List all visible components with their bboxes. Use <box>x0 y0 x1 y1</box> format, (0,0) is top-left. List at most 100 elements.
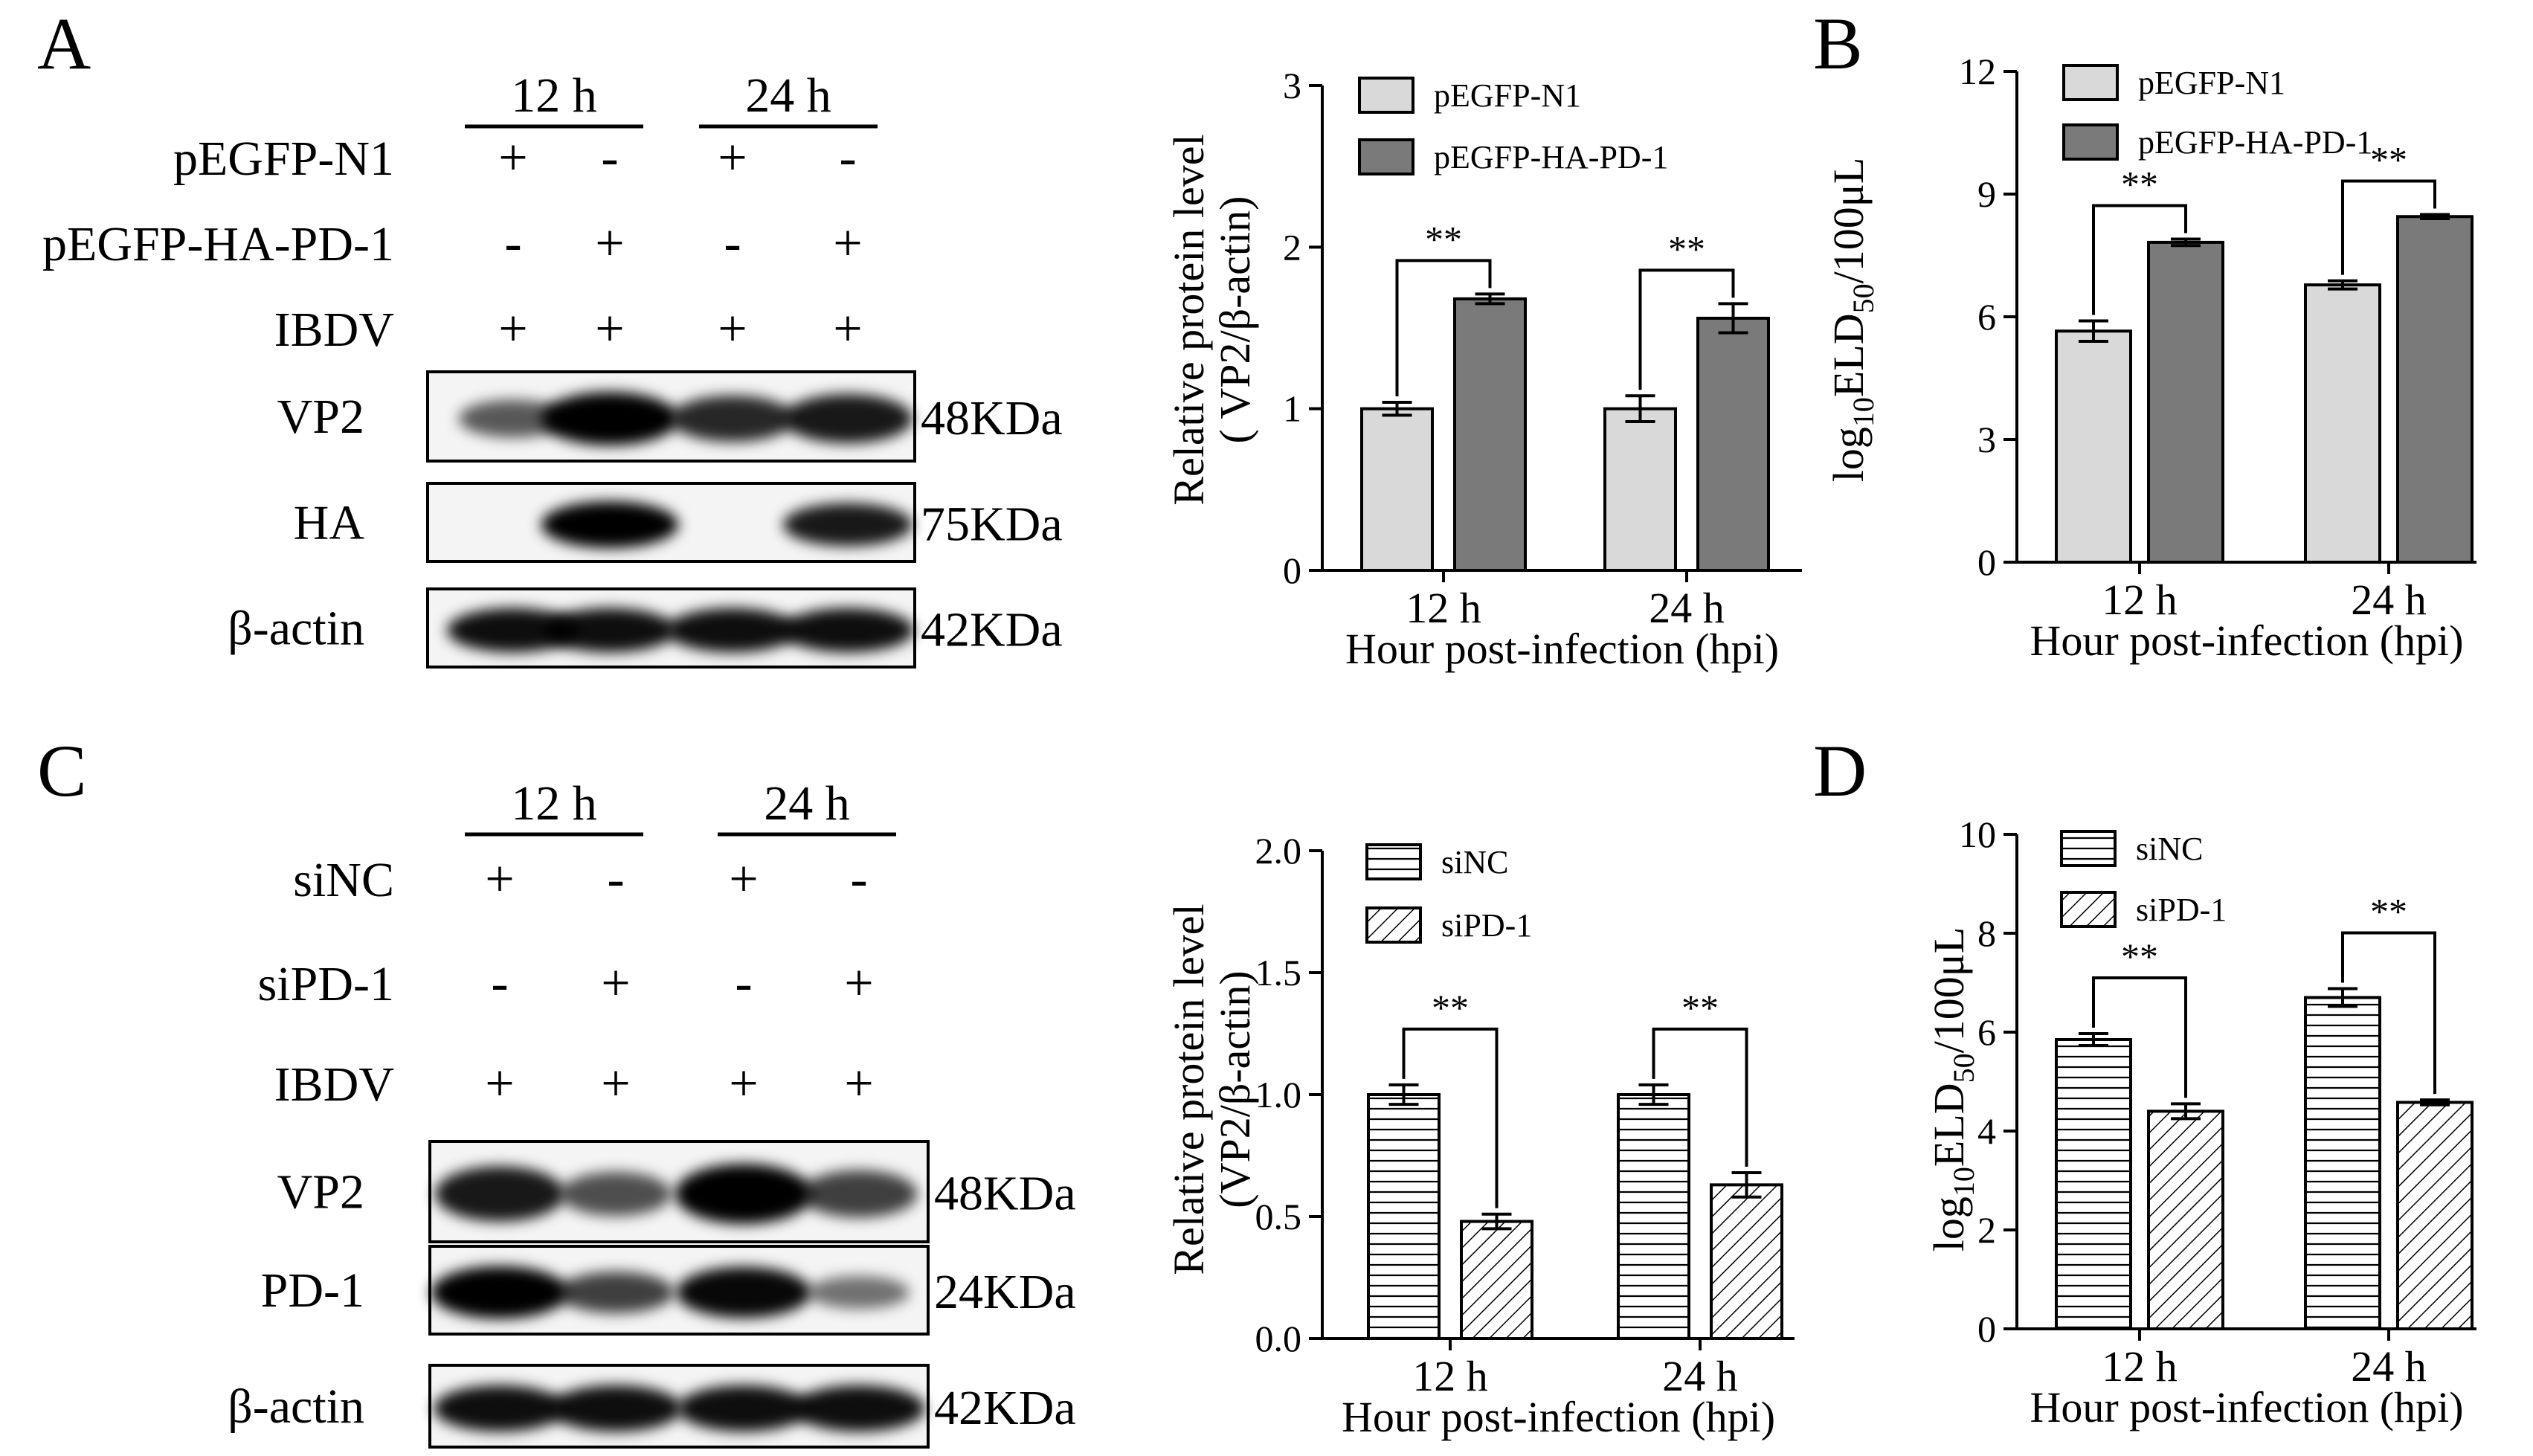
panel-letter-d: D <box>1813 729 1867 812</box>
significance-bracket <box>1402 1027 1499 1208</box>
significance-marker: ** <box>1425 218 1462 260</box>
protein-band <box>782 503 913 547</box>
treatment-sign: + <box>595 215 624 272</box>
legend-swatch <box>2060 830 2117 867</box>
legend-label: siNC <box>1441 844 1508 880</box>
bar <box>1367 1093 1441 1340</box>
legend-label: pEGFP-HA-PD-1 <box>2138 124 2372 161</box>
bar <box>2147 240 2224 564</box>
y-axis-title: log10ELD50/100μL <box>1925 927 1980 1252</box>
y-tick-label: 0.0 <box>1255 1318 1302 1359</box>
y-tick-label: 0 <box>1283 550 1301 591</box>
treatment-sign: + <box>718 129 747 187</box>
y-axis-title-part: 50 <box>1847 283 1880 313</box>
treatment-sign: - <box>601 129 618 187</box>
bar <box>1460 1220 1533 1341</box>
treatment-sign: + <box>718 300 747 358</box>
legend-label: siNC <box>2136 831 2203 867</box>
x-tick-label: 12 h <box>1412 1352 1488 1400</box>
legend-label: pEGFP-HA-PD-1 <box>1434 139 1668 175</box>
band-size-label: 42KDa <box>934 1381 1076 1435</box>
y-axis-title-part: 10 <box>1847 397 1880 427</box>
protein-band <box>800 1170 918 1218</box>
treatment-sign: + <box>601 955 630 1012</box>
significance-marker: ** <box>2121 935 2158 977</box>
protein-band <box>670 395 795 442</box>
y-tick-label: 9 <box>1977 173 1996 215</box>
treatment-sign: - <box>491 955 508 1012</box>
y-axis-title-part: /100μL <box>1925 927 1973 1054</box>
bar <box>1360 407 1434 573</box>
legend-swatch <box>1365 906 1422 944</box>
protein-band <box>541 501 679 548</box>
bar <box>2055 1037 2132 1330</box>
treatment-sign: - <box>504 215 521 272</box>
legend-label: siPD-1 <box>2136 892 2227 928</box>
y-axis-title-part: 50 <box>1947 1053 1980 1083</box>
bar <box>1603 407 1677 573</box>
y-tick-label: 0.5 <box>1255 1196 1302 1237</box>
protein-band <box>550 1385 682 1432</box>
panel-letter-b: B <box>1813 2 1863 85</box>
x-tick-label: 12 h <box>1406 584 1481 632</box>
y-tick-label: 10 <box>1959 814 1996 855</box>
y-tick-label: 0 <box>1977 1308 1996 1350</box>
treatment-label: siNC <box>293 853 394 907</box>
significance-bracket <box>1395 259 1492 396</box>
treatment-sign: + <box>833 300 862 358</box>
protein-band <box>434 1166 565 1222</box>
y-axis-title-part: ELD <box>1925 1083 1973 1167</box>
band-size-label: 75KDa <box>921 497 1063 552</box>
y-tick-label: 1.5 <box>1255 952 1302 993</box>
band-label: HA <box>294 496 365 550</box>
bar <box>2147 1109 2224 1331</box>
treatment-sign: + <box>601 1055 630 1112</box>
x-axis-title: Hour post-infection (hpi) <box>2030 1383 2463 1431</box>
time-group-label: 24 h <box>745 68 831 123</box>
treatment-label: IBDV <box>274 303 394 357</box>
band-label: β-actin <box>228 1379 364 1434</box>
protein-band <box>560 1171 672 1217</box>
protein-band <box>675 1164 813 1224</box>
protein-band <box>782 393 913 444</box>
time-group-label: 12 h <box>511 776 597 831</box>
treatment-sign: + <box>844 1055 873 1112</box>
y-axis-title-part: /100μL <box>1824 158 1873 284</box>
protein-band <box>677 1385 810 1432</box>
y-tick-label: 8 <box>1977 912 1996 954</box>
y-tick-label: 3 <box>1283 65 1301 106</box>
protein-band <box>782 608 914 653</box>
protein-band <box>431 1266 569 1319</box>
y-tick-label: 6 <box>1977 296 1996 338</box>
bar <box>2396 1101 2474 1331</box>
y-axis-title-part: log <box>1925 1196 1973 1252</box>
significance-bracket <box>2341 931 2436 1095</box>
treatment-sign: + <box>498 129 527 187</box>
x-tick-label: 12 h <box>2102 576 2178 624</box>
treatment-label: IBDV <box>274 1057 394 1112</box>
x-tick-label: 12 h <box>2102 1342 2178 1391</box>
y-tick-label: 3 <box>1977 419 1996 460</box>
y-tick-label: 1 <box>1283 388 1301 430</box>
bar <box>1696 316 1770 572</box>
treatment-label: pEGFP-N1 <box>173 132 394 186</box>
bar <box>1453 297 1527 572</box>
significance-bracket <box>1652 1027 1748 1167</box>
time-group-label: 12 h <box>511 68 597 123</box>
western-blot-c: 12 h 24 h siNC + - + - siPD-1 - + - + IBDV + + + + VP2 48K… <box>228 776 1076 1449</box>
treatment-sign: + <box>485 1055 514 1112</box>
y-axis-title: log10ELD50/100μL <box>1824 158 1880 483</box>
y-tick-label: 0 <box>1977 541 1996 583</box>
protein-band <box>557 1272 675 1313</box>
y-axis-title-line: ( VP2/β-actin) <box>1211 196 1259 444</box>
band-label: β-actin <box>228 602 364 656</box>
y-axis-title-part: ELD <box>1824 313 1873 397</box>
protein-band <box>666 608 799 653</box>
significance-marker: ** <box>1668 228 1705 269</box>
y-axis-title-line: Relative protein level <box>1165 134 1213 505</box>
x-axis-title: Hour post-infection (hpi) <box>2030 616 2463 665</box>
protein-band <box>447 608 579 653</box>
treatment-label: pEGFP-HA-PD-1 <box>42 217 394 271</box>
